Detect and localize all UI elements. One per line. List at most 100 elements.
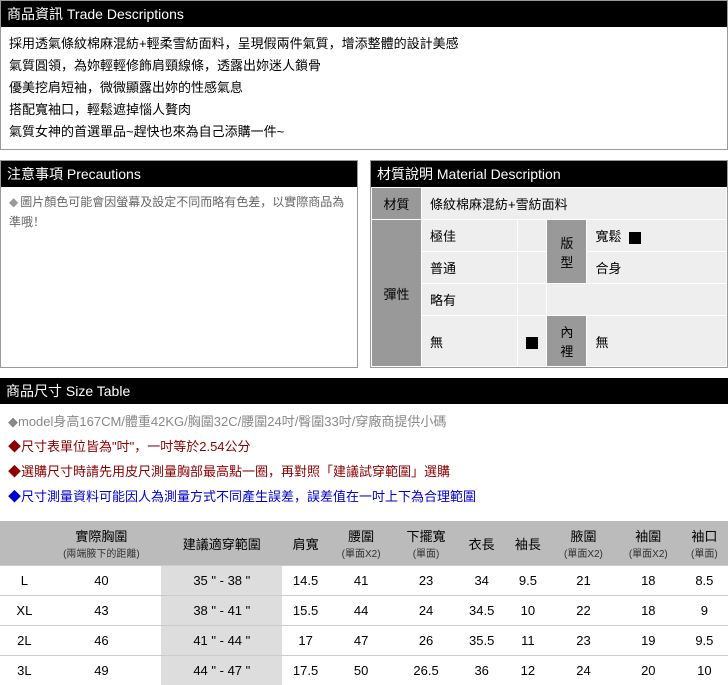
black-square-icon [526, 337, 538, 349]
lining-value: 無 [587, 316, 727, 367]
material-header: 材質說明 Material Description [371, 161, 727, 187]
cell-sleeve: 9.5 [505, 566, 551, 596]
cell-sleevec: 18 [616, 566, 681, 596]
elastic-opt: 略有 [422, 284, 518, 316]
precautions-text: 圖片顏色可能會因螢幕及設定不同而略有色差，以實際商品為準哦！ [9, 195, 344, 228]
cell-cuff: 9.5 [681, 626, 728, 656]
cell-shoulder: 17 [282, 626, 328, 656]
size-section: 商品尺寸 Size Table ◆model身高167CM/體重42KG/胸圍3… [0, 378, 728, 685]
cell-size: L [0, 566, 42, 596]
cell-arm: 22 [551, 596, 616, 626]
size-notes: ◆model身高167CM/體重42KG/胸圍32C/腰圍24吋/臀圍33吋/穿… [0, 404, 728, 515]
cell-rec: 44 " - 47 " [161, 656, 282, 685]
cell-waist: 47 [329, 626, 394, 656]
table-row: L4035 " - 38 "14.54123349.521188.5 [0, 566, 728, 596]
size-header: 商品尺寸 Size Table [0, 378, 728, 404]
cell-bust: 40 [42, 566, 161, 596]
cell-shoulder: 15.5 [282, 596, 328, 626]
cell-sleevec: 18 [616, 596, 681, 626]
cell-sleevec: 20 [616, 656, 681, 685]
middle-row: 注意事項 Precautions ◆圖片顏色可能會因螢幕及設定不同而略有色差，以… [0, 160, 728, 368]
cell-cuff: 9 [681, 596, 728, 626]
elastic-mark [518, 252, 547, 284]
cell-waist: 50 [329, 656, 394, 685]
cell-arm: 23 [551, 626, 616, 656]
cell-cuff: 8.5 [681, 566, 728, 596]
blank-cell [547, 284, 727, 316]
trade-header: 商品資訊 Trade Descriptions [1, 1, 727, 27]
cell-rec: 38 " - 41 " [161, 596, 282, 626]
cell-bust: 43 [42, 596, 161, 626]
cell-size: XL [0, 596, 42, 626]
mat-label: 材質 [372, 188, 422, 220]
cell-waist: 44 [329, 596, 394, 626]
fit-opt: 合身 [587, 252, 727, 284]
elastic-label: 彈性 [372, 220, 422, 367]
diamond-icon: ◆ [9, 195, 18, 209]
col-sleeve: 袖長 [505, 521, 551, 566]
trade-body: 採用透氣條紋棉麻混紡+輕柔雪紡面料，呈現假兩件氣質，增添整體的設計美感 氣質圓領… [1, 27, 727, 149]
col-rec: 建議適穿範圍 [161, 521, 282, 566]
cell-length: 34 [459, 566, 505, 596]
cell-length: 35.5 [459, 626, 505, 656]
cell-rec: 41 " - 44 " [161, 626, 282, 656]
size-note: ◆model身高167CM/體重42KG/胸圍32C/腰圍24吋/臀圍33吋/穿… [8, 410, 720, 435]
elastic-opt: 普通 [422, 252, 518, 284]
cell-hem: 26 [394, 626, 459, 656]
cell-hem: 26.5 [394, 656, 459, 685]
fit-label: 版型 [547, 220, 587, 284]
size-note: ◆尺寸測量資料可能因人為測量方式不同產生誤差，誤差值在一吋上下為合理範圍 [8, 485, 720, 510]
cell-sleeve: 12 [505, 656, 551, 685]
col-length: 衣長 [459, 521, 505, 566]
fit-opt: 寬鬆 [587, 220, 727, 252]
col-arm: 腋圍(單面X2) [551, 521, 616, 566]
elastic-mark [518, 220, 547, 252]
elastic-opt: 極佳 [422, 220, 518, 252]
cell-sleeve: 11 [505, 626, 551, 656]
trade-line: 採用透氣條紋棉麻混紡+輕柔雪紡面料，呈現假兩件氣質，增添整體的設計美感 [9, 33, 719, 55]
cell-shoulder: 17.5 [282, 656, 328, 685]
size-note: ◆尺寸表單位皆為"吋"，一吋等於2.54公分 [8, 435, 720, 460]
cell-sleevec: 19 [616, 626, 681, 656]
cell-size: 3L [0, 656, 42, 685]
col-hem: 下擺寬(單面) [394, 521, 459, 566]
trade-line: 搭配寬袖口，輕鬆遮掉惱人贅肉 [9, 99, 719, 121]
table-row: XL4338 " - 41 "15.5442434.51022189 [0, 596, 728, 626]
cell-bust: 46 [42, 626, 161, 656]
cell-bust: 49 [42, 656, 161, 685]
trade-descriptions-section: 商品資訊 Trade Descriptions 採用透氣條紋棉麻混紡+輕柔雪紡面… [0, 0, 728, 150]
cell-cuff: 10 [681, 656, 728, 685]
black-square-icon [629, 232, 641, 244]
elastic-mark [518, 284, 547, 316]
trade-line: 氣質圓領，為妳輕輕修飾肩頸線條，透露出妳迷人鎖骨 [9, 55, 719, 77]
col-waist: 腰圍(單面X2) [329, 521, 394, 566]
col-sleevec: 袖圍(單面X2) [616, 521, 681, 566]
trade-line: 優美挖肩短袖，微微顯露出妳的性感氣息 [9, 77, 719, 99]
cell-hem: 24 [394, 596, 459, 626]
lining-label: 內裡 [547, 316, 587, 367]
cell-shoulder: 14.5 [282, 566, 328, 596]
trade-line: 氣質女神的首選單品~趕快也來為自己添購一件~ [9, 121, 719, 143]
material-table: 材質 條紋棉麻混紡+雪紡面料 彈性 極佳 版型 寬鬆 普通 合身 略有 [371, 187, 727, 367]
cell-rec: 35 " - 38 " [161, 566, 282, 596]
col-cuff: 袖口(單面) [681, 521, 728, 566]
cell-length: 36 [459, 656, 505, 685]
cell-size: 2L [0, 626, 42, 656]
elastic-opt: 無 [422, 316, 518, 367]
cell-waist: 41 [329, 566, 394, 596]
cell-hem: 23 [394, 566, 459, 596]
size-note: ◆選購尺寸時請先用皮尺測量胸部最高點一圈，再對照「建議試穿範圍」選購 [8, 460, 720, 485]
precautions-body: ◆圖片顏色可能會因螢幕及設定不同而略有色差，以實際商品為準哦！ [1, 187, 357, 337]
col-shoulder: 肩寬 [282, 521, 328, 566]
table-row: 3L4944 " - 47 "17.55026.53612242010 [0, 656, 728, 685]
cell-arm: 21 [551, 566, 616, 596]
table-row: 2L4641 " - 44 "17472635.51123199.5 [0, 626, 728, 656]
material-section: 材質說明 Material Description 材質 條紋棉麻混紡+雪紡面料… [370, 160, 728, 368]
elastic-mark [518, 316, 547, 367]
cell-arm: 24 [551, 656, 616, 685]
col-size [0, 521, 42, 566]
size-header-row: 實際胸圍(兩端腋下的距離) 建議適穿範圍 肩寬 腰圍(單面X2) 下擺寬(單面)… [0, 521, 728, 566]
precautions-section: 注意事項 Precautions ◆圖片顏色可能會因螢幕及設定不同而略有色差，以… [0, 160, 358, 368]
cell-length: 34.5 [459, 596, 505, 626]
precautions-header: 注意事項 Precautions [1, 161, 357, 187]
